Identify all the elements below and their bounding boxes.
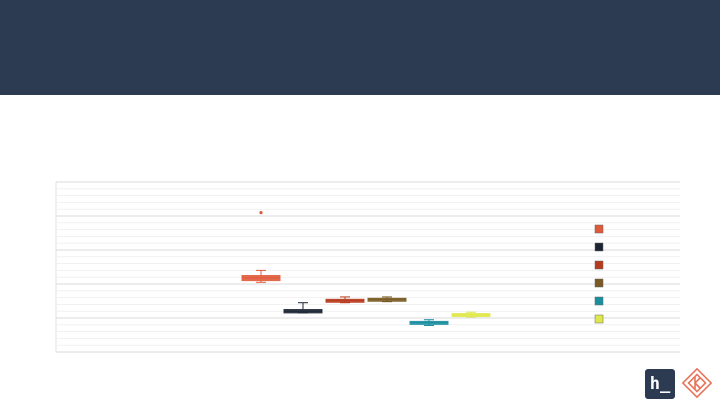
boxes — [241, 211, 491, 326]
legend-swatch-3 — [594, 260, 604, 270]
plot-frame — [55, 182, 680, 353]
box-series-6 — [451, 311, 491, 318]
legend — [594, 224, 604, 324]
legend-swatch-4 — [594, 278, 604, 288]
legend-swatch-5 — [594, 296, 604, 306]
box-series-1 — [241, 211, 281, 283]
outlier-point — [259, 211, 263, 215]
box-series-2 — [283, 302, 323, 314]
box-series-5 — [409, 319, 449, 326]
legend-swatch-1 — [594, 224, 604, 234]
header-bar — [0, 0, 720, 95]
legend-swatch-2 — [594, 242, 604, 252]
box-series-3 — [325, 296, 365, 304]
box-series-4 — [367, 296, 407, 303]
h-logo: h_ — [645, 369, 675, 399]
grid-lines — [56, 181, 680, 353]
legend-swatch-6 — [594, 314, 604, 324]
k-logo-icon — [681, 367, 713, 399]
